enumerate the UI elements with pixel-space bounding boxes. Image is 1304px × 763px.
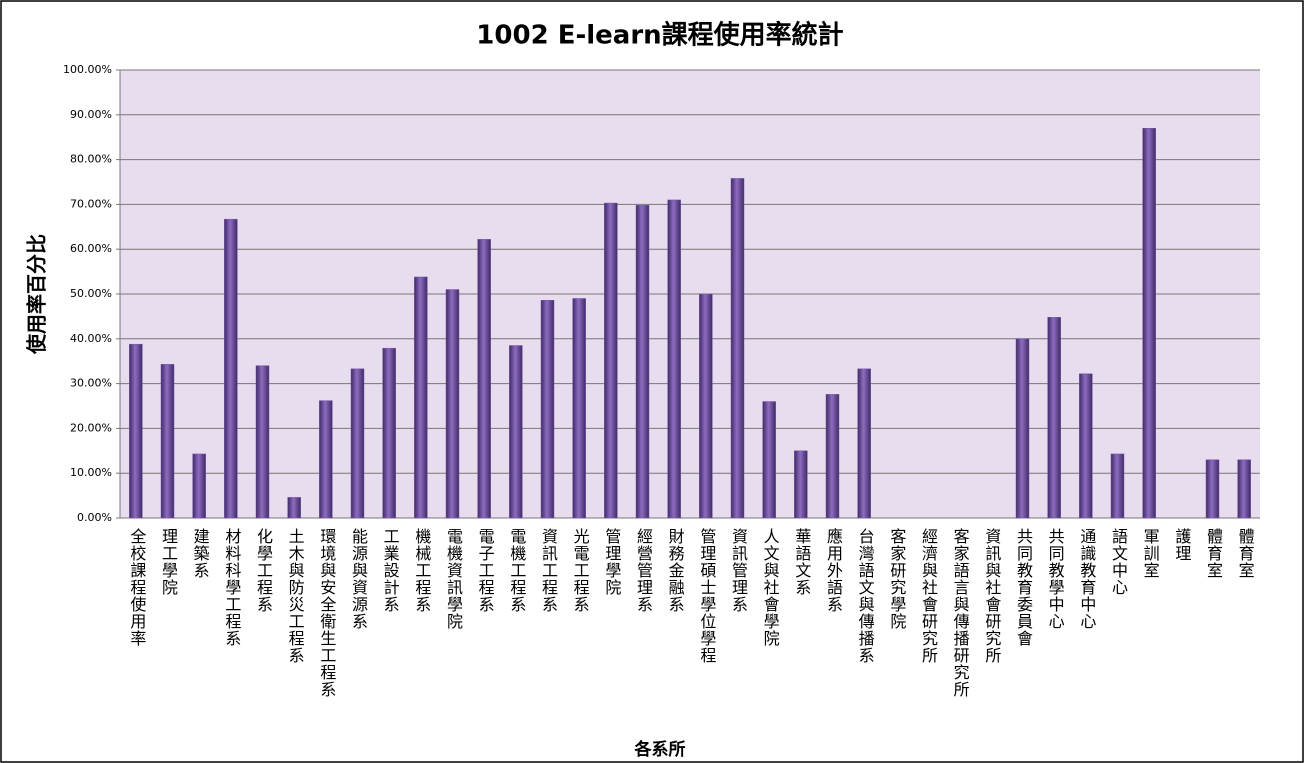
x-tick-label: 客家研究學院	[887, 528, 906, 630]
bar	[572, 298, 586, 519]
x-tick-label: 共同教育委員會	[1014, 528, 1033, 647]
y-tick-label: 70.00%	[70, 197, 112, 210]
bar	[509, 345, 523, 519]
bar	[445, 289, 460, 519]
y-tick-label: 40.00%	[70, 332, 112, 345]
y-tick-label: 50.00%	[70, 287, 112, 300]
bar	[604, 202, 618, 519]
x-tick-label: 經濟與社會研究所	[919, 528, 938, 664]
bar	[1079, 373, 1093, 519]
bar	[699, 293, 713, 519]
x-tick-label: 體育室	[1236, 528, 1255, 579]
x-tick-label: 材料科學工程系	[222, 528, 241, 647]
bar	[730, 178, 745, 519]
bar	[1142, 127, 1156, 519]
x-tick-label: 資訊工程系	[539, 528, 558, 613]
bar	[319, 400, 333, 519]
x-tick-label: 電機資訊學院	[444, 528, 463, 630]
bar	[762, 401, 776, 519]
y-tick-label: 10.00%	[70, 466, 112, 479]
y-tick-label: 90.00%	[70, 108, 112, 121]
y-axis-label: 使用率百分比	[25, 234, 49, 355]
x-tick-label: 環境與安全衛生工程系	[317, 528, 336, 698]
x-tick-label: 共同教學中心	[1046, 528, 1065, 630]
x-tick-label: 經營管理系	[634, 528, 653, 613]
bar	[477, 239, 491, 519]
x-tick-label: 管理碩士學位學程	[697, 528, 716, 664]
y-tick-label: 0.00%	[77, 511, 112, 524]
x-tick-label: 化學工程系	[254, 528, 273, 613]
x-tick-label: 人文與社會學院	[761, 528, 780, 647]
chart-title: 1002 E-learn課程使用率統計	[476, 20, 843, 51]
x-axis-label: 各系所	[634, 739, 686, 760]
x-tick-label: 語文中心	[1109, 528, 1128, 596]
bar	[825, 394, 840, 519]
bar	[1205, 459, 1220, 519]
x-tick-label: 應用外語系	[824, 527, 843, 613]
x-tick-label: 全校課程使用率	[127, 528, 146, 647]
bar	[160, 364, 175, 519]
y-tick-label: 30.00%	[70, 377, 112, 390]
bar	[1237, 459, 1251, 519]
bar	[287, 497, 301, 519]
y-tick-label: 100.00%	[63, 63, 112, 76]
y-tick-label: 80.00%	[70, 153, 112, 166]
bar	[1110, 453, 1125, 519]
bar	[382, 347, 396, 519]
x-tick-label: 資訊與社會研究所	[982, 528, 1001, 664]
x-tick-label: 電機工程系	[507, 528, 526, 613]
bar	[857, 368, 871, 519]
x-tick-label: 能源與資源系	[349, 528, 368, 630]
bar	[129, 343, 143, 519]
x-tick-label: 財務金融系	[666, 528, 685, 613]
x-tick-label: 通識教育中心	[1077, 528, 1096, 630]
x-tick-label: 工業設計系	[381, 528, 400, 613]
x-tick-label: 客家語言與傳播研究所	[951, 528, 970, 698]
x-tick-label: 軍訓室	[1141, 528, 1160, 579]
bar	[667, 199, 681, 519]
x-tick-label: 體育室	[1204, 528, 1223, 579]
x-tick-label: 管理學院	[602, 528, 621, 596]
bar	[1047, 317, 1061, 519]
x-tick-label: 理工學院	[159, 528, 178, 596]
x-tick-label: 土木與防災工程系	[286, 528, 305, 664]
bar	[635, 205, 650, 519]
bar	[414, 276, 428, 519]
bar	[224, 218, 238, 519]
x-tick-label: 電子工程系	[476, 528, 495, 613]
x-tick-label: 華語文系	[792, 528, 811, 596]
bar	[350, 368, 365, 519]
bar	[255, 365, 270, 519]
x-tick-label: 資訊管理系	[729, 528, 748, 613]
x-tick-label: 建築系	[191, 528, 210, 579]
x-tick-label: 護理	[1172, 528, 1191, 562]
bar	[540, 300, 555, 519]
y-tick-label: 20.00%	[70, 421, 112, 434]
x-tick-label: 機械工程系	[412, 528, 431, 613]
x-tick-label: 光電工程系	[571, 528, 590, 613]
bar	[794, 450, 808, 519]
x-tick-label: 台灣語文與傳播系	[856, 528, 875, 664]
bar	[1015, 338, 1030, 519]
bar	[192, 453, 206, 519]
y-tick-label: 60.00%	[70, 242, 112, 255]
